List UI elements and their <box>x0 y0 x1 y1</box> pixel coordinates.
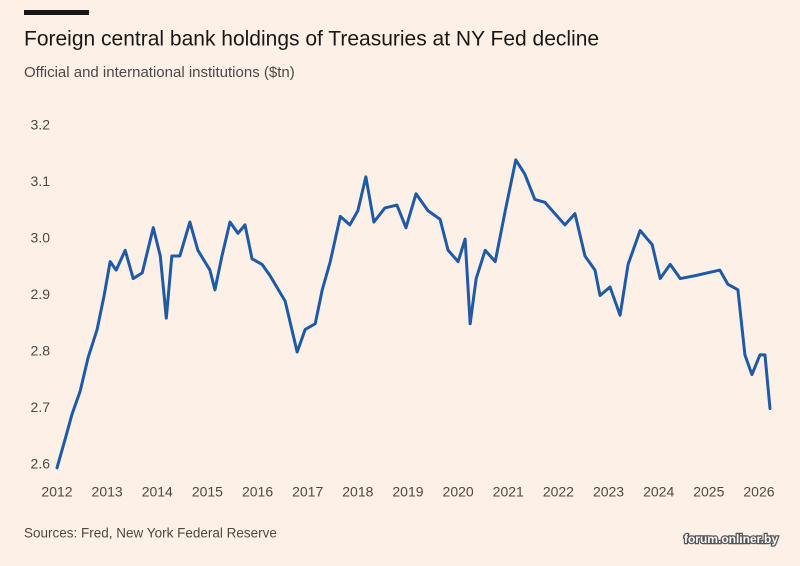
source: Sources: Fred, New York Federal Reserve <box>24 526 277 541</box>
x-tick-label: 2012 <box>41 484 72 500</box>
chart-title: Foreign central bank holdings of Treasur… <box>24 28 599 51</box>
x-tick-label: 2023 <box>593 484 624 500</box>
data-line <box>55 158 772 470</box>
x-tick-label: 2026 <box>743 484 774 500</box>
watermark: forum.onliner.by <box>684 532 778 546</box>
x-tick-label: 2019 <box>392 484 423 500</box>
y-tick-label: 3.1 <box>31 173 51 189</box>
x-tick-label: 2024 <box>643 484 674 500</box>
y-tick-label: 3.0 <box>31 230 51 246</box>
chart-subtitle: Official and international institutions … <box>24 64 295 81</box>
x-tick-label: 2021 <box>493 484 524 500</box>
x-tick-label: 2014 <box>142 484 173 500</box>
x-tick-label: 2018 <box>342 484 373 500</box>
y-tick-label: 2.8 <box>31 343 51 359</box>
x-tick-label: 2017 <box>292 484 323 500</box>
x-tick-label: 2013 <box>92 484 123 500</box>
y-tick-label: 3.2 <box>31 117 51 133</box>
x-tick-label: 2016 <box>242 484 273 500</box>
title-bar <box>24 10 89 15</box>
x-tick-label: 2025 <box>693 484 724 500</box>
x-tick-label: 2020 <box>443 484 474 500</box>
y-tick-label: 2.6 <box>31 456 51 472</box>
y-tick-label: 2.7 <box>31 399 51 415</box>
x-tick-label: 2015 <box>192 484 223 500</box>
x-tick-label: 2022 <box>543 484 574 500</box>
y-tick-label: 2.9 <box>31 286 51 302</box>
